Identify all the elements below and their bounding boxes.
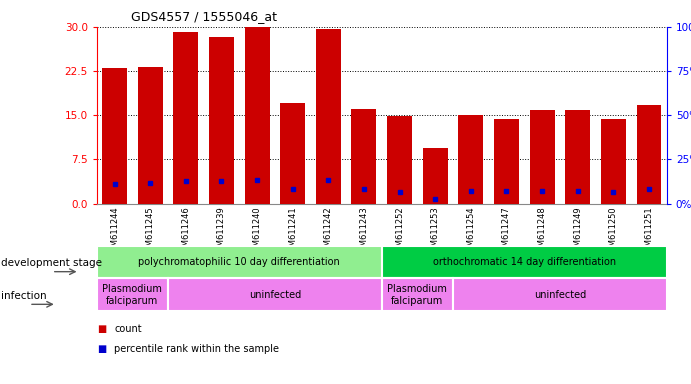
Text: orthochromatic 14 day differentiation: orthochromatic 14 day differentiation [433, 257, 616, 267]
Bar [381, 246, 667, 278]
Text: ■: ■ [97, 344, 106, 354]
Text: count: count [114, 324, 142, 334]
Bar [102, 68, 127, 204]
Text: polychromatophilic 10 day differentiation: polychromatophilic 10 day differentiatio… [138, 257, 340, 267]
Text: Plasmodium
falciparum: Plasmodium falciparum [102, 284, 162, 306]
Bar [494, 119, 519, 204]
Bar [387, 116, 412, 204]
Text: percentile rank within the sample: percentile rank within the sample [114, 344, 279, 354]
Bar [97, 246, 381, 278]
Bar [636, 104, 661, 204]
Bar [281, 103, 305, 204]
Bar [173, 31, 198, 204]
Bar [352, 109, 377, 204]
Bar [209, 37, 234, 204]
Bar [565, 111, 590, 204]
Text: uninfected: uninfected [534, 290, 586, 300]
Bar [245, 27, 269, 204]
Bar [423, 147, 448, 204]
Bar [138, 67, 162, 204]
Text: infection: infection [1, 291, 46, 301]
Bar [316, 29, 341, 204]
Text: GDS4557 / 1555046_at: GDS4557 / 1555046_at [131, 10, 277, 23]
Bar [97, 278, 168, 311]
Bar [458, 114, 483, 204]
Bar [453, 278, 667, 311]
Text: uninfected: uninfected [249, 290, 301, 300]
Text: ■: ■ [97, 324, 106, 334]
Bar [168, 278, 381, 311]
Bar [381, 278, 453, 311]
Text: development stage: development stage [1, 258, 102, 268]
Text: Plasmodium
falciparum: Plasmodium falciparum [388, 284, 447, 306]
Bar [529, 111, 555, 204]
Bar [601, 119, 626, 204]
